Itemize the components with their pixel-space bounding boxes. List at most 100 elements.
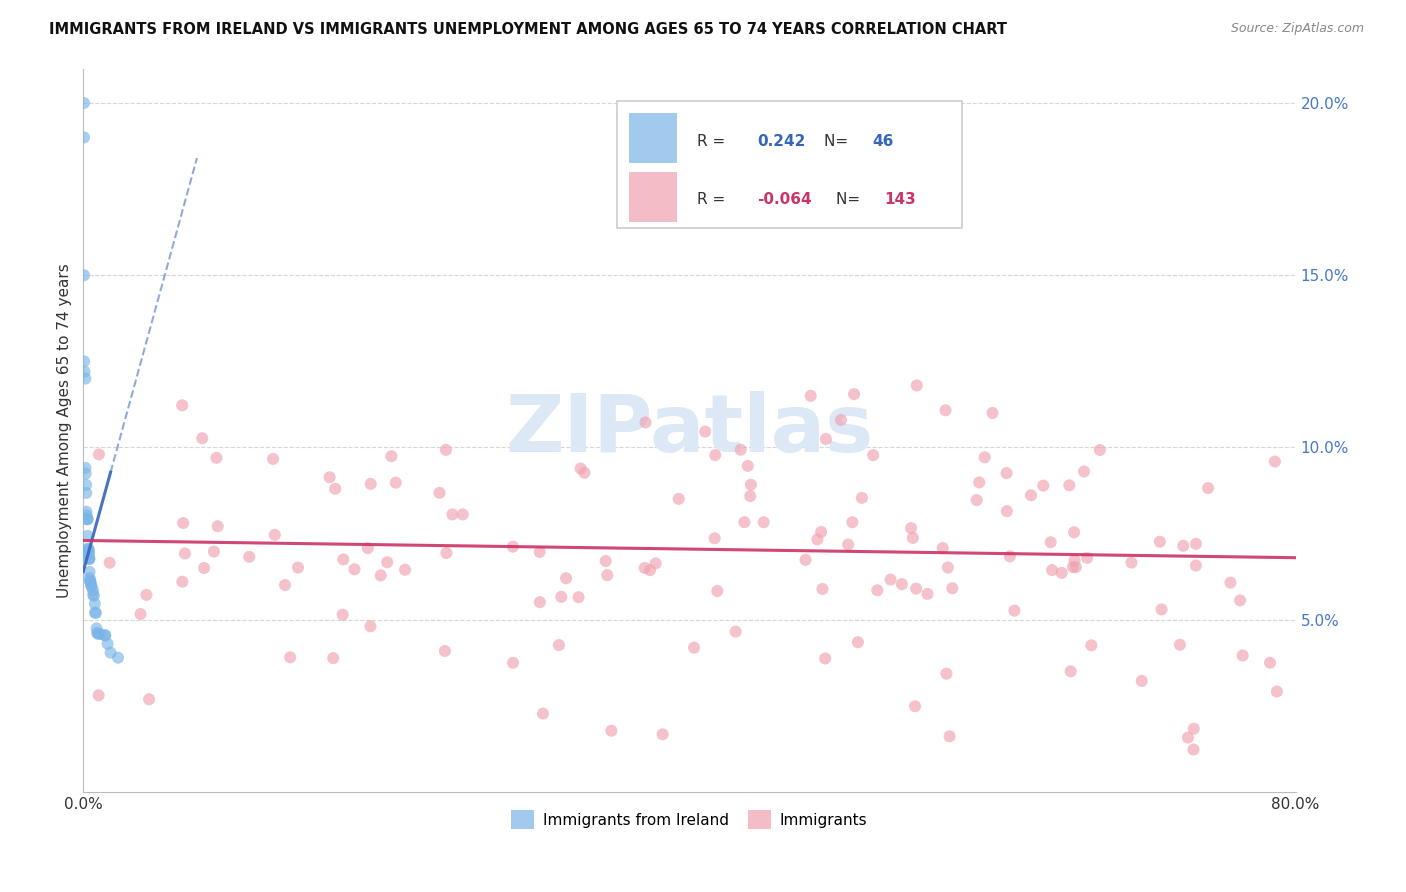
Point bbox=[1059, 478, 1081, 492]
Point bbox=[1039, 535, 1062, 549]
Point bbox=[77, 543, 100, 558]
Point bbox=[1130, 673, 1153, 688]
Point bbox=[548, 638, 571, 652]
Point bbox=[901, 531, 924, 545]
Text: 46: 46 bbox=[873, 134, 894, 149]
Point bbox=[851, 491, 873, 505]
Point bbox=[550, 590, 572, 604]
Point bbox=[274, 578, 297, 592]
Point bbox=[79, 565, 101, 579]
Point bbox=[638, 563, 661, 577]
Point bbox=[737, 458, 759, 473]
Point bbox=[322, 651, 344, 665]
Point bbox=[800, 389, 823, 403]
Point bbox=[83, 589, 105, 603]
Point bbox=[995, 504, 1018, 518]
Point bbox=[879, 573, 901, 587]
Point bbox=[207, 519, 229, 533]
Point bbox=[287, 560, 309, 574]
Point bbox=[574, 466, 596, 480]
Point bbox=[704, 448, 727, 462]
Point bbox=[995, 466, 1018, 480]
Point bbox=[905, 582, 928, 596]
Point bbox=[97, 637, 120, 651]
Y-axis label: Unemployment Among Ages 65 to 74 years: Unemployment Among Ages 65 to 74 years bbox=[58, 263, 72, 598]
Point bbox=[1032, 478, 1054, 492]
Point bbox=[451, 508, 474, 522]
Point bbox=[811, 582, 834, 596]
Point bbox=[205, 450, 228, 465]
Point bbox=[193, 561, 215, 575]
Point bbox=[73, 95, 96, 110]
Point bbox=[76, 541, 98, 556]
Point bbox=[80, 580, 103, 594]
Point bbox=[1149, 534, 1171, 549]
Point bbox=[830, 413, 852, 427]
Point bbox=[904, 699, 927, 714]
Point bbox=[866, 583, 889, 598]
Point bbox=[596, 568, 619, 582]
Point bbox=[1063, 525, 1085, 540]
Point bbox=[966, 493, 988, 508]
Point bbox=[87, 689, 110, 703]
Point bbox=[138, 692, 160, 706]
Point bbox=[932, 541, 955, 555]
Point bbox=[941, 581, 963, 595]
Text: IMMIGRANTS FROM IRELAND VS IMMIGRANTS UNEMPLOYMENT AMONG AGES 65 TO 74 YEARS COR: IMMIGRANTS FROM IRELAND VS IMMIGRANTS UN… bbox=[49, 22, 1007, 37]
Point bbox=[890, 577, 912, 591]
Point bbox=[806, 533, 828, 547]
Point bbox=[695, 425, 717, 439]
FancyBboxPatch shape bbox=[628, 113, 678, 163]
Point bbox=[973, 450, 995, 465]
Point bbox=[595, 554, 617, 568]
Point bbox=[75, 505, 97, 519]
Point bbox=[1229, 593, 1251, 607]
Point bbox=[600, 723, 623, 738]
Point bbox=[837, 537, 859, 551]
Point bbox=[1076, 550, 1098, 565]
Point bbox=[384, 475, 406, 490]
Point bbox=[794, 553, 817, 567]
Text: N=: N= bbox=[824, 134, 853, 149]
Point bbox=[79, 552, 101, 566]
Point bbox=[1258, 656, 1281, 670]
Point bbox=[1063, 553, 1085, 567]
Point bbox=[936, 560, 959, 574]
Point bbox=[1062, 560, 1084, 574]
Point bbox=[77, 546, 100, 560]
Point bbox=[98, 556, 121, 570]
Text: R =: R = bbox=[697, 193, 730, 207]
Point bbox=[633, 561, 655, 575]
Point bbox=[75, 461, 97, 475]
Point bbox=[1064, 560, 1087, 574]
Point bbox=[846, 635, 869, 649]
Point bbox=[1050, 566, 1073, 580]
Point bbox=[394, 563, 416, 577]
Point bbox=[80, 578, 103, 592]
Point bbox=[1182, 722, 1205, 736]
Point bbox=[434, 546, 457, 560]
Point bbox=[89, 627, 111, 641]
Point bbox=[79, 575, 101, 590]
Point bbox=[87, 447, 110, 461]
Point bbox=[129, 607, 152, 621]
Point bbox=[79, 571, 101, 585]
Point bbox=[1232, 648, 1254, 663]
Point bbox=[981, 406, 1004, 420]
Point bbox=[1173, 539, 1195, 553]
Point bbox=[555, 571, 578, 585]
Point bbox=[76, 529, 98, 543]
Point bbox=[433, 644, 456, 658]
Point bbox=[73, 130, 96, 145]
Point bbox=[357, 541, 380, 555]
Point bbox=[752, 515, 775, 529]
Point bbox=[86, 625, 108, 640]
Point bbox=[73, 354, 96, 368]
Point bbox=[94, 628, 117, 642]
Point bbox=[172, 516, 194, 530]
Point bbox=[107, 650, 129, 665]
Point bbox=[502, 656, 524, 670]
Point bbox=[77, 551, 100, 566]
Point bbox=[172, 574, 194, 589]
Point bbox=[332, 607, 354, 622]
